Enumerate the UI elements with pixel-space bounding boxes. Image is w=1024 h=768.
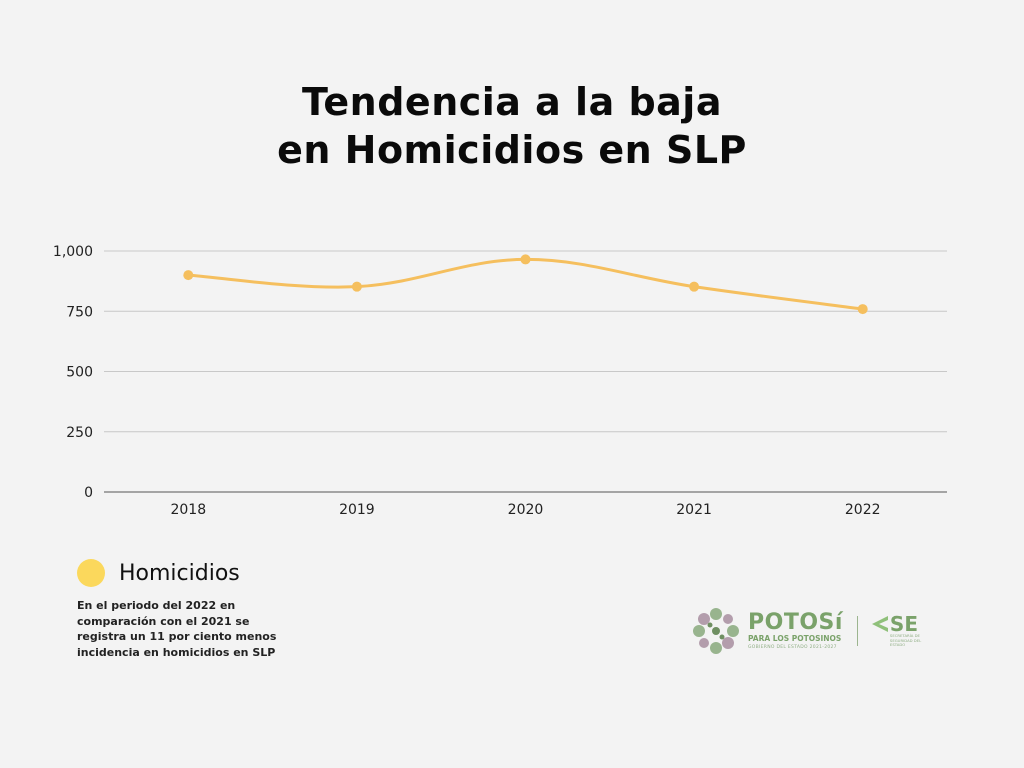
y-tick-label: 0 xyxy=(84,485,93,501)
x-axis-tick-labels: 2018 2019 2020 2021 2022 xyxy=(170,502,880,518)
legend-swatch-circle-icon xyxy=(77,559,105,587)
y-axis-tick-labels: 0 250 500 750 1,000 xyxy=(53,244,93,501)
series-line-homicidios xyxy=(186,257,865,311)
se-subtitle: SECRETARÍA DE SEGURIDAD DEL ESTADO xyxy=(889,633,922,648)
potosi-subtitle: PARA LOS POTOSINOS xyxy=(748,633,842,643)
y-tick-label: 250 xyxy=(66,425,93,441)
se-chevron-icon xyxy=(871,616,888,633)
data-point xyxy=(857,304,868,315)
chart-title: Tendencia a la baja en Homicidios en SLP xyxy=(0,78,1024,174)
x-tick-label: 2021 xyxy=(676,502,712,518)
data-point xyxy=(351,281,362,292)
x-tick-label: 2019 xyxy=(339,502,375,518)
y-tick-label: 1,000 xyxy=(53,244,93,260)
se-logo: SE SECRETARÍA DE SEGURIDAD DEL ESTADO xyxy=(870,614,930,648)
se-name: SE xyxy=(889,612,918,637)
potosi-government: GOBIERNO DEL ESTADO 2021-2027 xyxy=(748,644,837,650)
chart-title-line-2: en Homicidios en SLP xyxy=(277,128,747,172)
summary-note: En el periodo del 2022 en comparación co… xyxy=(77,599,277,659)
logos: POTOSí PARA LOS POTOSINOS GOBIERNO DEL E… xyxy=(690,603,930,659)
y-tick-label: 500 xyxy=(66,365,93,381)
potosi-name: POTOSí xyxy=(748,609,843,635)
x-tick-label: 2022 xyxy=(845,502,881,518)
data-point xyxy=(183,270,194,281)
legend-label: Homicidios xyxy=(119,560,240,586)
potosi-rosette-logo-icon xyxy=(693,608,739,654)
data-point xyxy=(520,254,531,265)
potosi-wordmark: POTOSí PARA LOS POTOSINOS GOBIERNO DEL E… xyxy=(748,609,843,651)
gridlines xyxy=(104,250,947,493)
data-point xyxy=(689,281,700,292)
x-tick-label: 2020 xyxy=(508,502,544,518)
data-points xyxy=(183,254,868,315)
y-tick-label: 750 xyxy=(66,304,93,320)
chart-title-line-1: Tendencia a la baja xyxy=(302,80,722,124)
logo-divider xyxy=(856,616,858,646)
legend: Homicidios xyxy=(77,559,240,587)
x-tick-label: 2018 xyxy=(170,502,206,518)
